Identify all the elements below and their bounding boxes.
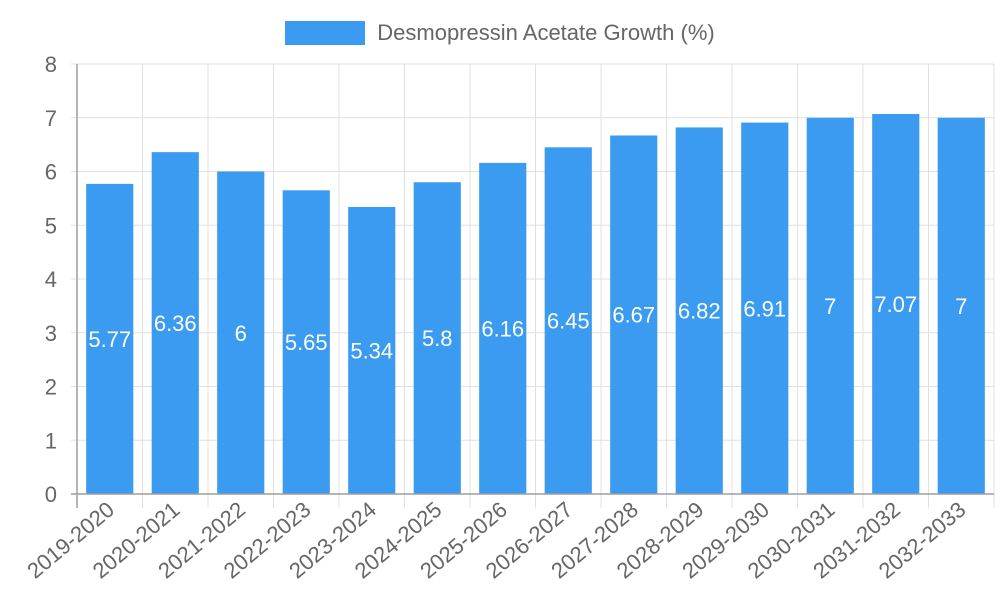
- bar-value-label: 7: [955, 294, 967, 319]
- bar-value-label: 5.8: [422, 326, 453, 351]
- bar-value-label: 7.07: [874, 292, 917, 317]
- bar[interactable]: [937, 117, 985, 494]
- bar[interactable]: [86, 183, 134, 495]
- y-tick-label: 8: [45, 52, 57, 77]
- axes: [71, 64, 994, 508]
- bar[interactable]: [544, 147, 592, 494]
- bar[interactable]: [282, 190, 330, 494]
- bar-value-labels: 5.77 6.36 6 5.65 5.34 5.8 6.16 6.45 6.67 6.82 6.91…: [88, 292, 967, 363]
- bar-value-label: 6.36: [154, 311, 197, 336]
- legend-label: Desmopressin Acetate Growth (%): [377, 20, 715, 45]
- bar[interactable]: [741, 122, 789, 495]
- bar[interactable]: [151, 152, 199, 494]
- bar[interactable]: [675, 127, 723, 495]
- y-tick-label: 1: [45, 428, 57, 453]
- y-tick-label: 5: [45, 213, 57, 238]
- x-axis-labels: 2019-20202020-20212021-20222022-20232023…: [22, 497, 970, 584]
- y-tick-label: 0: [45, 482, 57, 507]
- legend-swatch[interactable]: [285, 21, 366, 45]
- bar[interactable]: [806, 117, 854, 494]
- bar-value-label: 5.65: [285, 330, 328, 355]
- bar-value-label: 6: [235, 321, 247, 346]
- bar[interactable]: [872, 113, 920, 495]
- y-tick-label: 7: [45, 106, 57, 131]
- y-tick-label: 4: [45, 267, 57, 292]
- bar-value-label: 6.45: [547, 309, 590, 334]
- y-tick-label: 6: [45, 160, 57, 185]
- bar-value-label: 6.82: [678, 299, 721, 324]
- bar-value-label: 6.67: [612, 303, 655, 328]
- grid-lines: [71, 63, 995, 508]
- chart-legend: Desmopressin Acetate Growth (%): [0, 18, 1000, 48]
- bars: [86, 113, 985, 495]
- bar[interactable]: [479, 162, 527, 494]
- bar[interactable]: [413, 182, 461, 494]
- y-axis-labels: 0 1 2 3 4 5 6 7 8: [45, 52, 57, 507]
- y-tick-label: 2: [45, 375, 57, 400]
- bar-value-label: 7: [824, 294, 836, 319]
- y-tick-label: 3: [45, 321, 57, 346]
- bar[interactable]: [610, 135, 658, 495]
- bar[interactable]: [348, 206, 396, 494]
- bar-value-label: 6.91: [743, 296, 786, 321]
- bar-value-label: 5.77: [88, 327, 131, 352]
- bar-value-label: 6.16: [481, 316, 524, 341]
- bar[interactable]: [217, 171, 265, 495]
- bar-value-label: 5.34: [350, 338, 393, 363]
